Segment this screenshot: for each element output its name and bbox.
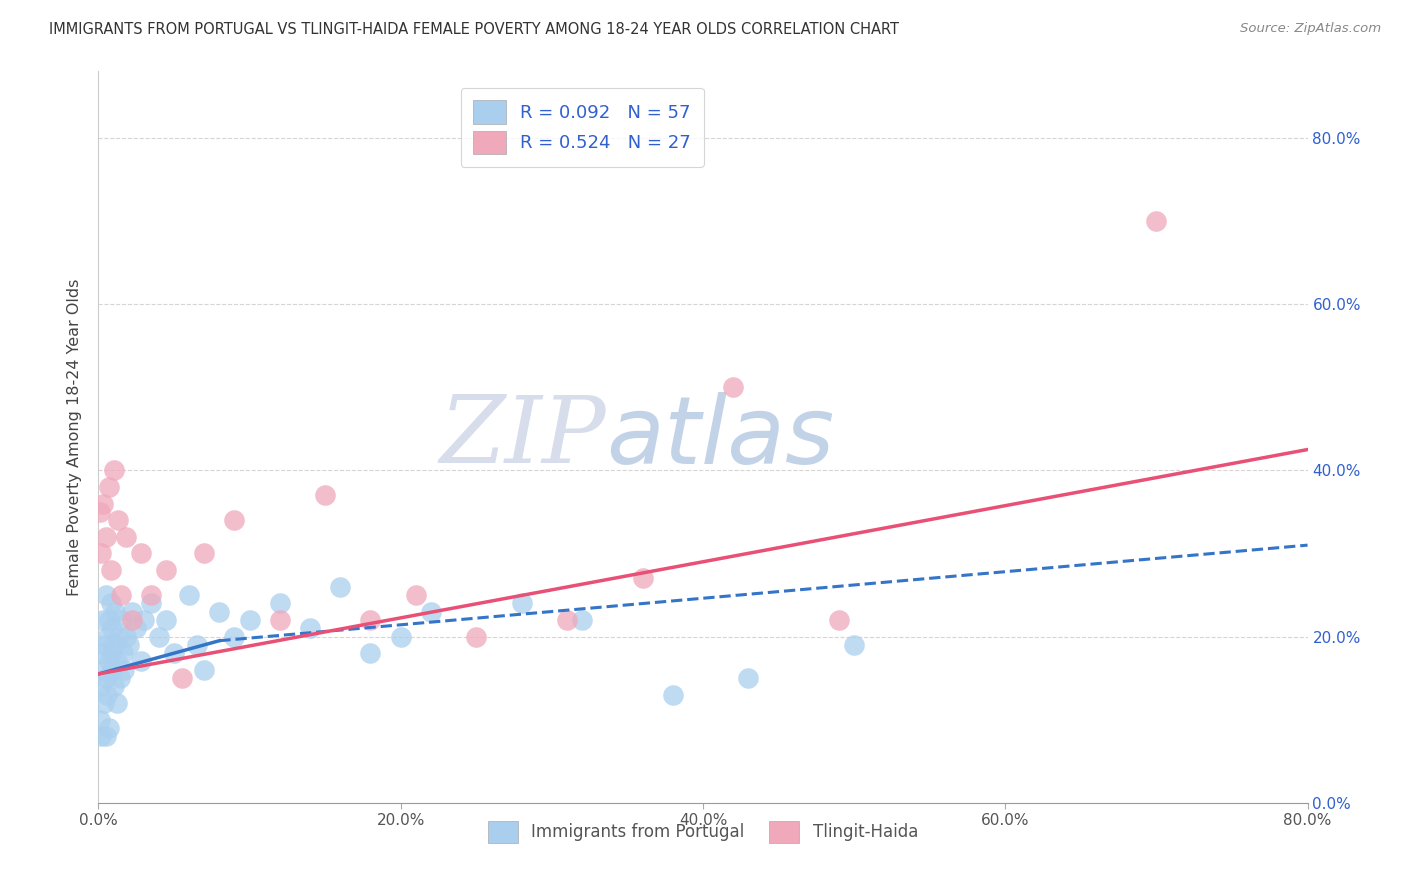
Point <box>91 497 114 511</box>
Point <box>91 663 114 677</box>
Point <box>389 630 412 644</box>
Point <box>141 596 163 610</box>
Point <box>420 605 443 619</box>
Text: Source: ZipAtlas.com: Source: ZipAtlas.com <box>1240 22 1381 36</box>
Point <box>101 663 124 677</box>
Point <box>98 480 121 494</box>
Point <box>110 588 132 602</box>
Point <box>94 729 117 743</box>
Point <box>555 613 578 627</box>
Legend: Immigrants from Portugal, Tlingit-Haida: Immigrants from Portugal, Tlingit-Haida <box>481 814 925 849</box>
Point <box>224 513 246 527</box>
Point <box>465 630 488 644</box>
Point <box>314 488 336 502</box>
Point <box>125 621 148 635</box>
Point <box>148 630 170 644</box>
Point <box>239 613 262 627</box>
Point <box>141 588 163 602</box>
Point <box>360 613 382 627</box>
Point <box>329 580 352 594</box>
Point <box>96 630 118 644</box>
Point <box>269 596 291 610</box>
Point <box>90 646 112 660</box>
Point <box>155 563 177 577</box>
Point <box>98 655 121 669</box>
Text: IMMIGRANTS FROM PORTUGAL VS TLINGIT-HAIDA FEMALE POVERTY AMONG 18-24 YEAR OLDS C: IMMIGRANTS FROM PORTUGAL VS TLINGIT-HAID… <box>49 22 900 37</box>
Point <box>90 729 112 743</box>
Point <box>737 671 759 685</box>
Point <box>844 638 866 652</box>
Point <box>193 663 215 677</box>
Point <box>571 613 593 627</box>
Point <box>193 546 215 560</box>
Point <box>104 605 127 619</box>
Point <box>90 546 112 560</box>
Point <box>186 638 208 652</box>
Point <box>132 613 155 627</box>
Point <box>179 588 201 602</box>
Point <box>1144 214 1167 228</box>
Point <box>103 680 125 694</box>
Point <box>93 696 115 710</box>
Point <box>269 613 291 627</box>
Point <box>98 721 121 735</box>
Point <box>107 630 129 644</box>
Point <box>155 613 177 627</box>
Point <box>510 596 533 610</box>
Point <box>107 513 129 527</box>
Point <box>105 696 128 710</box>
Point <box>170 671 193 685</box>
Point <box>114 630 136 644</box>
Point <box>224 630 246 644</box>
Point <box>163 646 186 660</box>
Point <box>110 613 132 627</box>
Point <box>100 646 122 660</box>
Point <box>121 613 143 627</box>
Point <box>208 605 231 619</box>
Point <box>129 546 152 560</box>
Point <box>118 638 141 652</box>
Point <box>114 530 136 544</box>
Point <box>360 646 382 660</box>
Point <box>129 655 152 669</box>
Point <box>299 621 322 635</box>
Point <box>89 505 111 519</box>
Point <box>828 613 851 627</box>
Point <box>631 571 654 585</box>
Point <box>105 655 128 669</box>
Y-axis label: Female Poverty Among 18-24 Year Olds: Female Poverty Among 18-24 Year Olds <box>67 278 83 596</box>
Point <box>405 588 427 602</box>
Point <box>89 680 111 694</box>
Point <box>94 588 117 602</box>
Point <box>661 688 683 702</box>
Point <box>103 463 125 477</box>
Point <box>108 671 131 685</box>
Point <box>94 671 117 685</box>
Point <box>121 605 143 619</box>
Point <box>111 646 134 660</box>
Point <box>100 596 122 610</box>
Point <box>100 563 122 577</box>
Point <box>103 638 125 652</box>
Point <box>91 613 114 627</box>
Point <box>96 688 118 702</box>
Point <box>93 638 115 652</box>
Point <box>94 530 117 544</box>
Point <box>101 621 124 635</box>
Point <box>89 713 111 727</box>
Point <box>98 613 121 627</box>
Point <box>112 663 135 677</box>
Point <box>723 380 745 394</box>
Text: atlas: atlas <box>606 392 835 483</box>
Text: ZIP: ZIP <box>440 392 606 482</box>
